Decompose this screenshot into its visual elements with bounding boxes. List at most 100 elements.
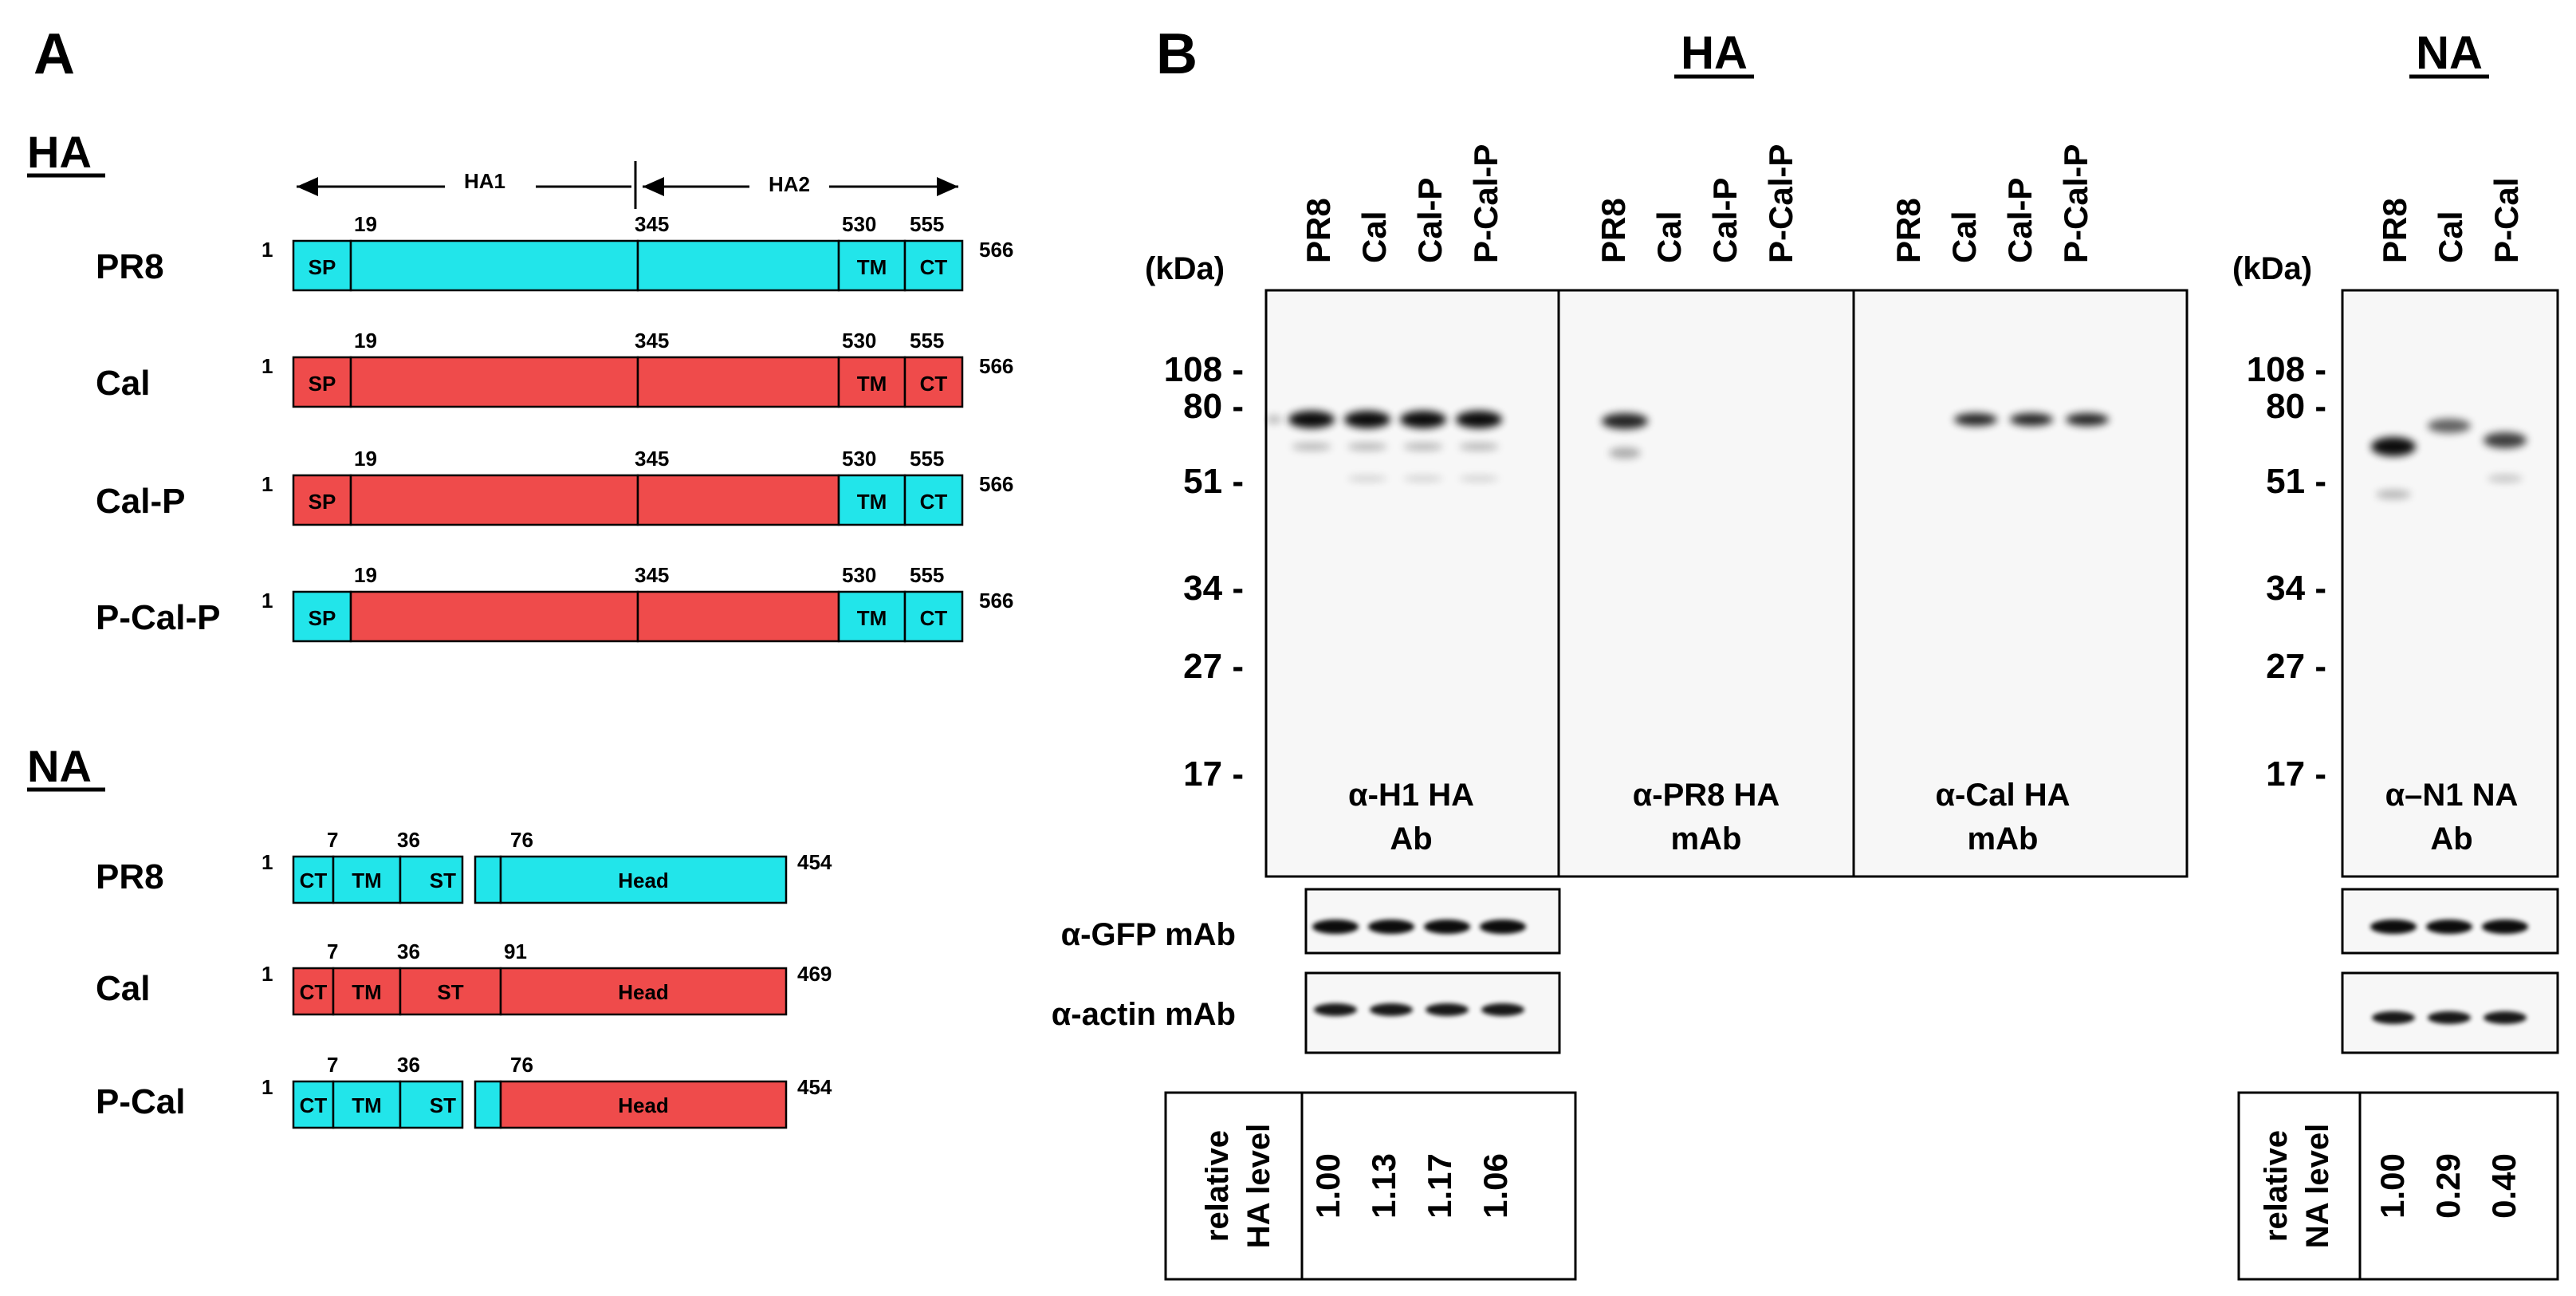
blot-band: [2428, 419, 2471, 433]
na-blot-title: NA: [2416, 27, 2483, 79]
start-position: 1: [262, 238, 273, 262]
position-530: 530: [842, 563, 876, 587]
sp-domain: [292, 590, 352, 643]
position-345: 345: [635, 212, 669, 236]
ha-construct-list: PR8 1 SP TM CT 19 345 530 555 566 Cal 1 SP TM CT 19 345 5…: [96, 212, 1013, 643]
start-position: 1: [262, 962, 273, 986]
lane-label: Cal: [2432, 211, 2469, 263]
panel-b-letter: B: [1156, 22, 1198, 86]
antibody-label: α-Cal HA: [1935, 778, 2070, 813]
blot-band: [1480, 920, 1526, 934]
quant-label: HA level: [1241, 1124, 1276, 1248]
lane-label: Cal: [1945, 211, 1983, 263]
position-345: 345: [635, 447, 669, 471]
blot-band: [2066, 413, 2109, 426]
position-19: 19: [354, 212, 377, 236]
ha-region-arrows: HA1 HA2: [297, 161, 958, 209]
ct-domain: [292, 967, 335, 1016]
position-345: 345: [635, 563, 669, 587]
ha1-domain: [349, 356, 639, 408]
position-7: 7: [327, 940, 338, 963]
blot-band: [1344, 411, 1390, 428]
blot-band: [1312, 920, 1359, 934]
tm-domain: [332, 855, 402, 904]
end-position: 566: [979, 472, 1013, 496]
blot-band: [1459, 443, 1499, 451]
end-position: 566: [979, 589, 1013, 613]
blot-band: [1602, 413, 1648, 429]
position-530: 530: [842, 329, 876, 353]
position-36: 36: [397, 1053, 420, 1077]
quant-label: relative: [1200, 1130, 1235, 1242]
start-position: 1: [262, 1075, 273, 1099]
blot-band: [1403, 443, 1443, 451]
ha-construct-row: Cal-P 1 SP TM CT 19 345 530 555 566: [96, 447, 1013, 526]
mw-marker: 51 -: [1183, 462, 1244, 501]
lane-label: Cal-P: [1706, 178, 1744, 263]
quant-label: relative: [2259, 1130, 2294, 1242]
antibody-type-label: mAb: [1968, 821, 2039, 857]
st-domain: [399, 1080, 464, 1129]
antibody-label: α-PR8 HA: [1633, 778, 1780, 813]
tm-label: TM: [857, 372, 887, 396]
tm-domain: [332, 967, 402, 1016]
quant-value: 0.40: [2485, 1153, 2523, 1219]
ha-marker-list: 108 -80 - 51 - 34 - 27 - 17 -: [1164, 350, 1244, 794]
na-control-bands: [2370, 920, 2528, 1024]
lane-label: P-Cal: [2488, 178, 2525, 263]
ct-label: CT: [300, 1093, 328, 1117]
mw-marker: 27 -: [1183, 647, 1244, 686]
tm-label: TM: [857, 490, 887, 514]
ha-blot-title: HA: [1681, 27, 1748, 79]
position-555: 555: [910, 329, 944, 353]
blot-band: [1426, 1003, 1469, 1016]
tm-label: TM: [352, 869, 382, 892]
ct-label: CT: [300, 869, 328, 892]
actin-label: α-actin mAb: [1052, 997, 1236, 1032]
quant-value: 1.00: [2373, 1153, 2411, 1219]
blot-band: [1481, 1003, 1524, 1016]
mw-marker: 80 -: [1183, 387, 1244, 426]
start-position: 1: [262, 472, 273, 496]
na-construct-list: PR8 1 ST 76 CT TM Head 7 36 454 Cal 1 ST 91 CT TM Head 7 3…: [96, 828, 832, 1129]
position-555: 555: [910, 563, 944, 587]
ha2-domain: [636, 356, 840, 408]
na-construct-name: PR8: [96, 857, 164, 896]
mw-marker: 51 -: [2266, 462, 2326, 501]
blot-band: [1368, 920, 1414, 934]
ha-construct-name: PR8: [96, 247, 164, 286]
lane-label: P-Cal-P: [1467, 144, 1504, 263]
head-start-position: 91: [504, 940, 527, 963]
quant-value: 0.29: [2429, 1153, 2467, 1219]
st-domain: [399, 967, 502, 1016]
ha-control-bands: [1312, 920, 1526, 1016]
lane-label: Cal-P: [1411, 178, 1449, 263]
end-position: 566: [979, 354, 1013, 378]
start-position: 1: [262, 354, 273, 378]
na-quant-values: relative NA level 1.00 0.29 0.40: [2259, 1124, 2523, 1248]
lane-label: Cal: [1650, 211, 1688, 263]
quant-value: 1.17: [1421, 1153, 1458, 1219]
ha1-domain: [349, 239, 639, 292]
blot-band: [1403, 475, 1443, 482]
mw-marker: 108 -: [2247, 350, 2326, 389]
position-36: 36: [397, 828, 420, 852]
tm-label: TM: [352, 1093, 382, 1117]
mw-marker: 34 -: [1183, 569, 1244, 608]
head-domain: [499, 855, 788, 904]
ha-construct-name: P-Cal-P: [96, 598, 220, 637]
mw-marker: 80 -: [2266, 387, 2326, 426]
blot-band: [1424, 920, 1470, 934]
quant-value: 1.13: [1365, 1153, 1402, 1219]
position-530: 530: [842, 447, 876, 471]
tm-label: TM: [857, 255, 887, 279]
head-domain: [499, 967, 788, 1016]
lane-label: Cal-P: [2001, 178, 2039, 263]
stalk-remnant: [474, 855, 502, 904]
position-7: 7: [327, 828, 338, 852]
ha-construct-row: Cal 1 SP TM CT 19 345 530 555 566: [96, 329, 1013, 408]
head-start-position: 76: [510, 1053, 533, 1077]
na-antibody-line2: Ab: [2430, 821, 2472, 857]
blot-band: [1370, 1003, 1413, 1016]
blot-band: [1347, 443, 1387, 451]
